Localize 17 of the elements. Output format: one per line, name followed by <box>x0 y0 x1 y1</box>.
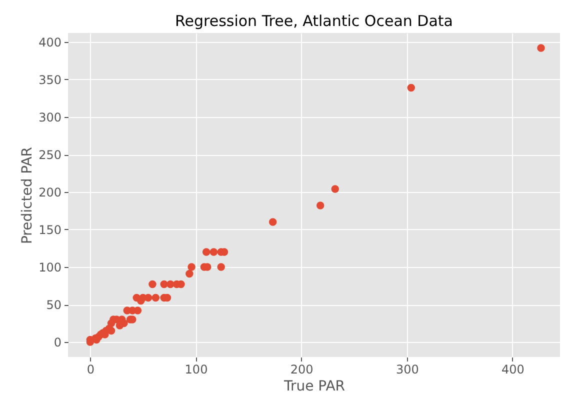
y-tick-label: 100 <box>38 260 62 274</box>
y-tick-label: 250 <box>38 148 62 162</box>
x-tick-label: 400 <box>502 362 524 376</box>
chart-title: Regression Tree, Atlantic Ocean Data <box>175 12 453 30</box>
y-tick-label: 0 <box>54 336 62 350</box>
y-tick-label: 350 <box>38 73 62 87</box>
y-tick-label: 300 <box>38 110 62 124</box>
y-tick-label: 400 <box>38 36 62 50</box>
x-tick-label: 300 <box>396 362 419 376</box>
y-axis-title: Predicted PAR <box>20 146 36 244</box>
x-tick-label: 200 <box>290 362 314 376</box>
x-tick-label: 100 <box>184 362 208 376</box>
y-tick-label: 150 <box>38 223 62 237</box>
y-tick-label: 50 <box>46 298 62 312</box>
y-tick-label: 200 <box>38 186 62 200</box>
x-axis-title: True PAR <box>282 378 346 394</box>
x-tick-label: 0 <box>86 362 94 376</box>
